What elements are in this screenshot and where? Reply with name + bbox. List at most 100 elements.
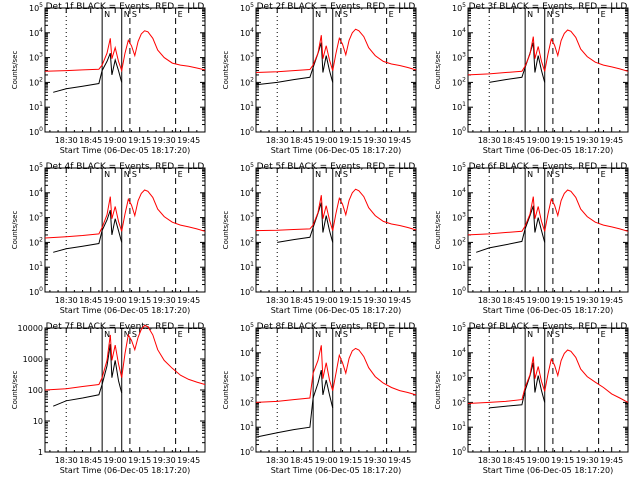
x-tick-label: 19:15 bbox=[128, 456, 151, 465]
x-tick-label: 18:45 bbox=[290, 136, 313, 145]
y-tick-label: 102 bbox=[240, 396, 254, 407]
x-tick-label: 19:15 bbox=[551, 456, 574, 465]
time-marker-label: E bbox=[389, 10, 394, 19]
plot-frame bbox=[467, 167, 629, 293]
y-tick-label: 103 bbox=[452, 52, 466, 63]
y-tick-label: 104 bbox=[452, 347, 466, 358]
y-tick-label: 102 bbox=[452, 396, 466, 407]
x-tick-label: 19:30 bbox=[576, 296, 599, 305]
y-tick-label: 105 bbox=[240, 2, 254, 13]
y-tick-label: 101 bbox=[452, 101, 466, 112]
x-axis-label: Start Time (06-Dec-05 18:17:20) bbox=[60, 306, 191, 315]
y-tick-label: 100 bbox=[240, 446, 254, 457]
y-tick-label: 105 bbox=[240, 162, 254, 173]
x-axis-label: Start Time (06-Dec-05 18:17:20) bbox=[483, 306, 614, 315]
time-marker-label: E bbox=[178, 10, 183, 19]
time-marker-label: E bbox=[601, 170, 606, 179]
y-tick-label: 100 bbox=[452, 286, 466, 297]
y-tick-label: 102 bbox=[240, 236, 254, 247]
time-marker-label: N bbox=[124, 170, 130, 179]
x-tick-label: 19:45 bbox=[388, 456, 411, 465]
x-tick-label: 19:45 bbox=[600, 136, 623, 145]
x-tick-label: 19:15 bbox=[128, 136, 151, 145]
time-marker-label: E bbox=[601, 10, 606, 19]
y-tick-label: 10 bbox=[33, 417, 43, 426]
x-tick-label: 18:45 bbox=[79, 296, 102, 305]
x-tick-label: 19:45 bbox=[388, 296, 411, 305]
y-tick-label: 100 bbox=[452, 126, 466, 137]
y-tick-label: 103 bbox=[240, 52, 254, 63]
time-marker-label: N bbox=[124, 10, 130, 19]
x-tick-label: 18:45 bbox=[290, 296, 313, 305]
x-axis-label: Start Time (06-Dec-05 18:17:20) bbox=[271, 306, 402, 315]
y-axis-label: Counts/sec bbox=[11, 51, 19, 90]
y-axis-label: Counts/sec bbox=[11, 371, 19, 410]
detector-panel-4: Det 4f BLACK = Events, RED = LLD 100 101 10… bbox=[11, 162, 206, 315]
y-axis-label: Counts/sec bbox=[222, 371, 230, 410]
x-tick-label: 19:15 bbox=[551, 136, 574, 145]
y-tick-label: 101 bbox=[240, 421, 254, 432]
time-marker-label: E bbox=[389, 170, 394, 179]
y-tick-label: 101 bbox=[452, 421, 466, 432]
plot-frame bbox=[44, 167, 206, 293]
y-tick-label: 105 bbox=[29, 162, 43, 173]
y-tick-label: 101 bbox=[452, 261, 466, 272]
y-tick-label: 103 bbox=[29, 52, 43, 63]
y-tick-label: 103 bbox=[29, 212, 43, 223]
y-tick-label: 104 bbox=[240, 27, 254, 38]
x-tick-label: 19:45 bbox=[388, 136, 411, 145]
x-tick-label: 18:45 bbox=[79, 456, 102, 465]
x-tick-label: 19:30 bbox=[364, 456, 387, 465]
x-axis-label: Start Time (06-Dec-05 18:17:20) bbox=[271, 146, 402, 155]
x-tick-label: 19:30 bbox=[153, 296, 176, 305]
time-marker-label: N bbox=[104, 10, 110, 19]
x-tick-label: 19:45 bbox=[177, 456, 200, 465]
y-axis-label: Counts/sec bbox=[222, 211, 230, 250]
time-marker-label: N bbox=[335, 330, 341, 339]
x-tick-label: 18:30 bbox=[55, 136, 78, 145]
time-marker-label: S bbox=[343, 330, 348, 339]
panel-title: Det 4f BLACK = Events, RED = LLD bbox=[46, 162, 205, 172]
y-tick-label: 102 bbox=[452, 236, 466, 247]
x-tick-label: 19:30 bbox=[576, 136, 599, 145]
y-tick-label: 100 bbox=[28, 386, 43, 395]
panel-title: Det 9f BLACK = Events, RED = LLD bbox=[469, 322, 628, 332]
x-axis-label: Start Time (06-Dec-05 18:17:20) bbox=[60, 146, 191, 155]
plot-frame bbox=[44, 7, 206, 133]
y-tick-label: 101 bbox=[29, 261, 43, 272]
y-axis-label: Counts/sec bbox=[11, 211, 19, 250]
time-marker-label: N bbox=[335, 170, 341, 179]
time-marker-label: S bbox=[555, 330, 560, 339]
time-marker-label: S bbox=[343, 10, 348, 19]
detector-panel-2: Det 2f BLACK = Events, RED = LLD 100 101 10… bbox=[222, 2, 417, 155]
time-marker-label: E bbox=[178, 170, 183, 179]
time-marker-label: S bbox=[132, 330, 137, 339]
x-axis-label: Start Time (06-Dec-05 18:17:20) bbox=[483, 146, 614, 155]
panel-title: Det 1f BLACK = Events, RED = LLD bbox=[46, 2, 205, 12]
y-tick-label: 105 bbox=[452, 162, 466, 173]
time-marker-label: N bbox=[527, 10, 533, 19]
series-lld-line bbox=[467, 29, 629, 76]
x-tick-label: 19:15 bbox=[551, 296, 574, 305]
y-tick-label: 103 bbox=[240, 372, 254, 383]
series-lld-line bbox=[255, 188, 417, 232]
detector-panel-3: Det 3f BLACK = Events, RED = LLD 100 101 10… bbox=[434, 2, 629, 155]
series-events-line bbox=[255, 369, 334, 438]
x-tick-label: 19:30 bbox=[364, 136, 387, 145]
x-axis-label: Start Time (06-Dec-05 18:17:20) bbox=[483, 466, 614, 475]
x-tick-label: 19:00 bbox=[104, 136, 127, 145]
x-tick-label: 19:00 bbox=[104, 296, 127, 305]
series-lld-line bbox=[467, 189, 629, 236]
detector-panel-9: Det 9f BLACK = Events, RED = LLD 100 101 10… bbox=[434, 322, 629, 475]
time-marker-label: E bbox=[178, 330, 183, 339]
time-marker-label: N bbox=[547, 10, 553, 19]
series-events-line bbox=[489, 42, 546, 83]
x-axis-label: Start Time (06-Dec-05 18:17:20) bbox=[60, 466, 191, 475]
y-tick-label: 103 bbox=[452, 372, 466, 383]
x-tick-label: 18:45 bbox=[79, 136, 102, 145]
x-tick-label: 19:00 bbox=[315, 456, 338, 465]
x-tick-label: 19:00 bbox=[315, 136, 338, 145]
y-tick-label: 101 bbox=[240, 101, 254, 112]
time-marker-label: N bbox=[547, 330, 553, 339]
